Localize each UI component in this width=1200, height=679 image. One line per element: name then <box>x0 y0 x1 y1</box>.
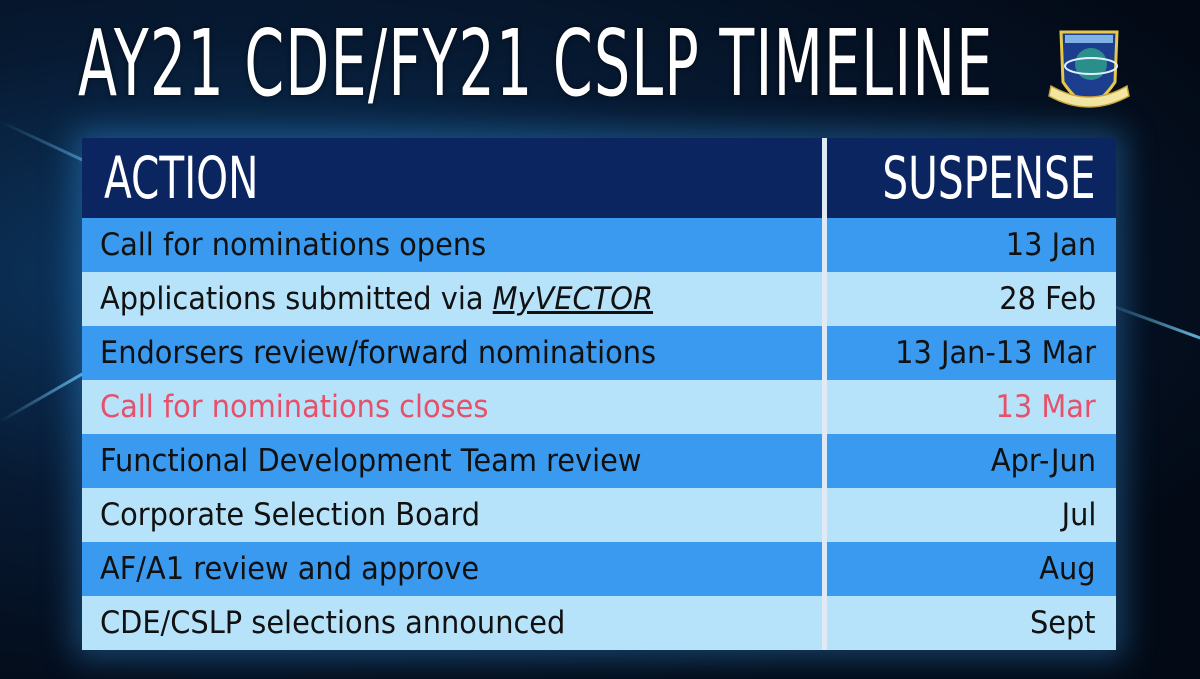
table-row: Endorsers review/forward nominations 13 … <box>82 326 1116 380</box>
myvector-link[interactable]: MyVECTOR <box>492 281 654 317</box>
table-row: Applications submitted via MyVECTOR 28 F… <box>82 272 1116 326</box>
table-row-highlighted: Call for nominations closes 13 Mar <box>82 380 1116 434</box>
header-suspense: SUSPENSE <box>882 144 1096 212</box>
table-row: Corporate Selection Board Jul <box>82 488 1116 542</box>
timeline-table: ACTION SUSPENSE Call for nominations ope… <box>82 138 1116 650</box>
page-title: AY21 CDE/FY21 CSLP TIMELINE <box>78 10 994 117</box>
suspense-cell: 13 Jan-13 Mar <box>895 335 1096 371</box>
action-cell: Functional Development Team review <box>100 443 642 479</box>
action-cell: Corporate Selection Board <box>100 497 481 533</box>
action-cell: Call for nominations opens <box>100 227 487 263</box>
action-cell: Call for nominations closes <box>100 389 489 425</box>
suspense-cell: 28 Feb <box>999 281 1096 317</box>
suspense-cell: Aug <box>1039 551 1096 587</box>
column-divider <box>822 138 827 650</box>
action-text: Applications submitted via <box>100 281 493 317</box>
table-row: Functional Development Team review Apr-J… <box>82 434 1116 488</box>
action-cell: CDE/CSLP selections announced <box>100 605 566 641</box>
header-action: ACTION <box>104 144 259 212</box>
table-header: ACTION SUSPENSE <box>82 138 1116 218</box>
suspense-cell: Sept <box>1030 605 1096 641</box>
suspense-cell: Apr-Jun <box>990 443 1096 479</box>
table-row: AF/A1 review and approve Aug <box>82 542 1116 596</box>
table-row: CDE/CSLP selections announced Sept <box>82 596 1116 650</box>
suspense-cell: 13 Mar <box>995 389 1096 425</box>
suspense-cell: Jul <box>1061 497 1096 533</box>
action-cell: Endorsers review/forward nominations <box>100 335 657 371</box>
suspense-cell: 13 Jan <box>1005 227 1096 263</box>
action-cell: Applications submitted via MyVECTOR <box>100 277 653 321</box>
action-cell: AF/A1 review and approve <box>100 551 480 587</box>
table-row: Call for nominations opens 13 Jan <box>82 218 1116 272</box>
afpc-shield-logo <box>1048 30 1130 108</box>
